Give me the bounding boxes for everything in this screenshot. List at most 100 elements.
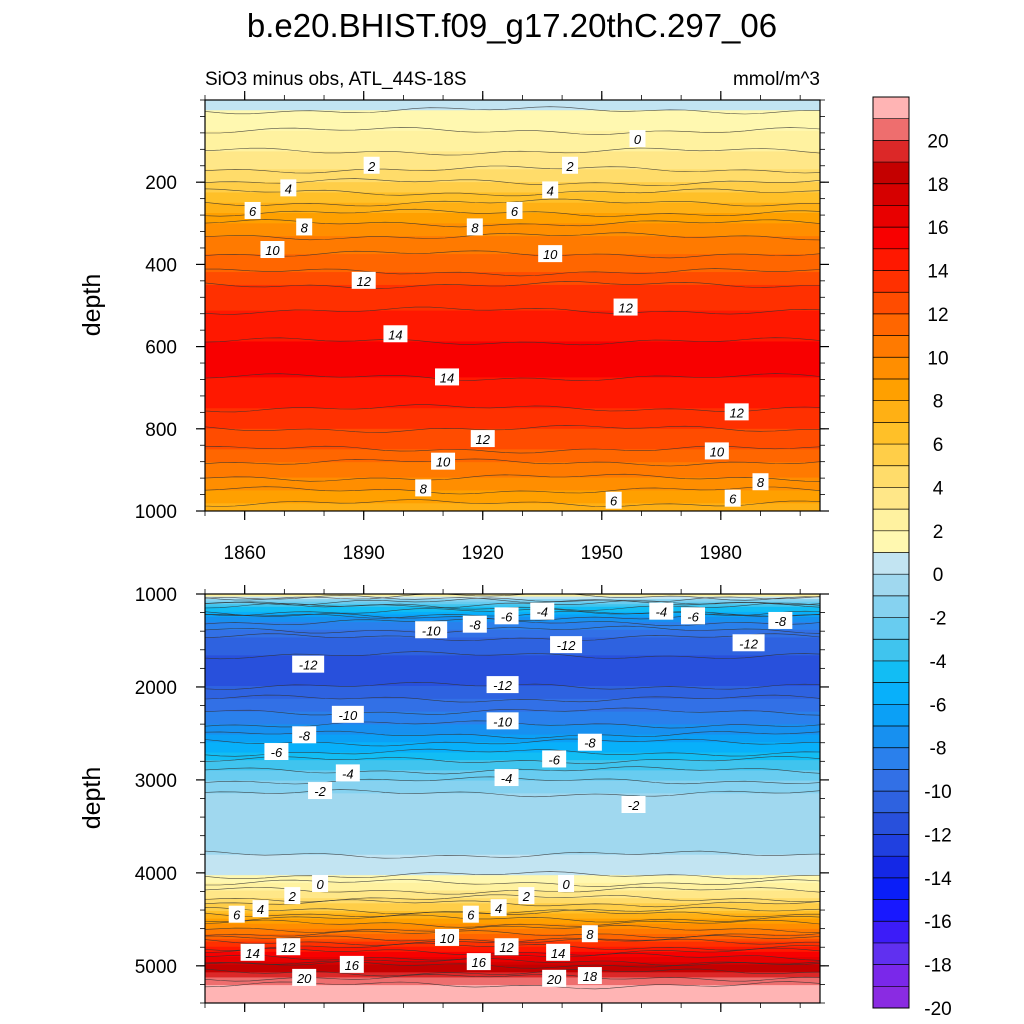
- colorbar-segment: [873, 487, 909, 510]
- contour-label: -10: [422, 623, 442, 638]
- contour-label: -4: [656, 605, 668, 620]
- colorbar-segment: [873, 205, 909, 228]
- contour-label: -4: [501, 771, 513, 786]
- x-tick-label: 1980: [700, 543, 742, 564]
- upper-ylabel: depth: [78, 274, 106, 337]
- contour-label-box: [494, 938, 519, 956]
- contour-label-box: [577, 967, 602, 985]
- contour-label: 8: [471, 220, 479, 235]
- colorbar-tick-label: 8: [933, 392, 944, 413]
- contour-label-box: [462, 905, 479, 923]
- contour-label-box: [581, 925, 598, 943]
- contour-label-box: [308, 782, 333, 800]
- lower-ylabel: depth: [78, 767, 106, 830]
- contour-label-box: [312, 875, 329, 893]
- colorbar-segment: [873, 877, 909, 900]
- plot-frame: [204, 99, 821, 512]
- contour-label-box: [494, 607, 519, 625]
- contour-label-box: [284, 887, 301, 905]
- colorbar-segment: [873, 704, 909, 727]
- x-tick-label: 1920: [462, 543, 504, 564]
- contour-label-box: [470, 430, 495, 448]
- contour-label-box: [605, 491, 622, 509]
- contour-label-box: [435, 928, 460, 946]
- contour-label: 18: [583, 969, 598, 984]
- contour-label: 14: [245, 946, 259, 961]
- colorbar-frame: [872, 96, 910, 1009]
- colorbar-segment: [873, 639, 909, 662]
- colorbar-segment: [873, 660, 909, 683]
- contour-label-box: [431, 452, 456, 470]
- y-tick-label: 600: [145, 338, 177, 359]
- contour-label: 4: [257, 902, 264, 917]
- contour-label: -12: [493, 678, 513, 693]
- colorbar-tick-label: -2: [930, 609, 947, 630]
- colorbar-tick-label: 16: [927, 218, 948, 239]
- contour-label: 6: [249, 204, 257, 219]
- colorbar-segment: [873, 183, 909, 206]
- y-tick-label: 800: [145, 420, 177, 441]
- colorbar-segment: [873, 292, 909, 315]
- contour-label-box: [335, 764, 360, 782]
- contour-label-box: [621, 796, 646, 814]
- contour-label: 8: [420, 481, 428, 496]
- colorbar-segment: [873, 617, 909, 640]
- colorbar-tick-label: 6: [933, 435, 944, 456]
- contour-label-box: [240, 943, 265, 961]
- contour-label-box: [252, 900, 269, 918]
- contour-label: 4: [495, 901, 502, 916]
- y-tick-label: 2000: [135, 678, 177, 699]
- contour-label: 14: [388, 327, 402, 342]
- contour-label: 10: [436, 455, 451, 470]
- colorbar-tick-label: -16: [924, 912, 951, 933]
- contour-label-box: [629, 130, 646, 148]
- contour-label: -8: [298, 728, 310, 743]
- contour-label-box: [244, 201, 261, 219]
- chart-title: b.e20.BHIST.f09_g17.20thC.297_06: [247, 7, 777, 44]
- colorbar-segment: [873, 97, 909, 119]
- contour-label: 12: [618, 301, 633, 316]
- contour-label: -4: [342, 766, 354, 781]
- contour-label-box: [490, 899, 507, 917]
- colorbar-tick-label: 4: [933, 478, 944, 499]
- contour-label-box: [486, 712, 519, 730]
- contour-label: 6: [467, 908, 475, 923]
- contour-label: -10: [493, 714, 513, 729]
- colorbar-segment: [873, 899, 909, 922]
- colorbar-tick-label: 2: [933, 522, 944, 543]
- colorbar-tick-label: 10: [927, 348, 948, 369]
- contour-label-box: [558, 875, 575, 893]
- contour-label: 12: [356, 274, 371, 289]
- contour-label: -12: [739, 636, 759, 651]
- colorbar-tick-label: 14: [927, 262, 949, 283]
- colorbar-segment: [873, 986, 909, 1009]
- contour-label-box: [542, 750, 567, 768]
- y-tick-label: 200: [145, 173, 177, 194]
- contour-label-box: [486, 676, 519, 694]
- colorbar-tick-label: -18: [924, 956, 951, 977]
- contour-label: -12: [299, 658, 319, 673]
- contour-label: -2: [314, 784, 326, 799]
- contour-label-box: [435, 368, 460, 386]
- colorbar-tick-label: 0: [933, 565, 944, 586]
- contour-label-box: [466, 953, 491, 971]
- contour-label-box: [704, 442, 729, 460]
- contour-label: 8: [301, 220, 309, 235]
- contour-label-box: [363, 156, 380, 174]
- contour-label: -6: [687, 609, 699, 624]
- contour-label: 10: [543, 247, 558, 262]
- contour-label: 6: [610, 494, 618, 509]
- contour-label: 0: [634, 132, 642, 147]
- contour-label-box: [550, 636, 583, 654]
- colorbar-tick-label: -8: [930, 739, 947, 760]
- colorbar-segment: [873, 769, 909, 792]
- contour-label-box: [296, 218, 313, 236]
- colorbar-tick-label: -4: [930, 652, 947, 673]
- contour-label: 6: [233, 908, 241, 923]
- y-tick-label: 1000: [135, 585, 177, 606]
- contour-label-box: [562, 156, 579, 174]
- contour-label-box: [681, 607, 706, 625]
- contour-label-box: [280, 179, 297, 197]
